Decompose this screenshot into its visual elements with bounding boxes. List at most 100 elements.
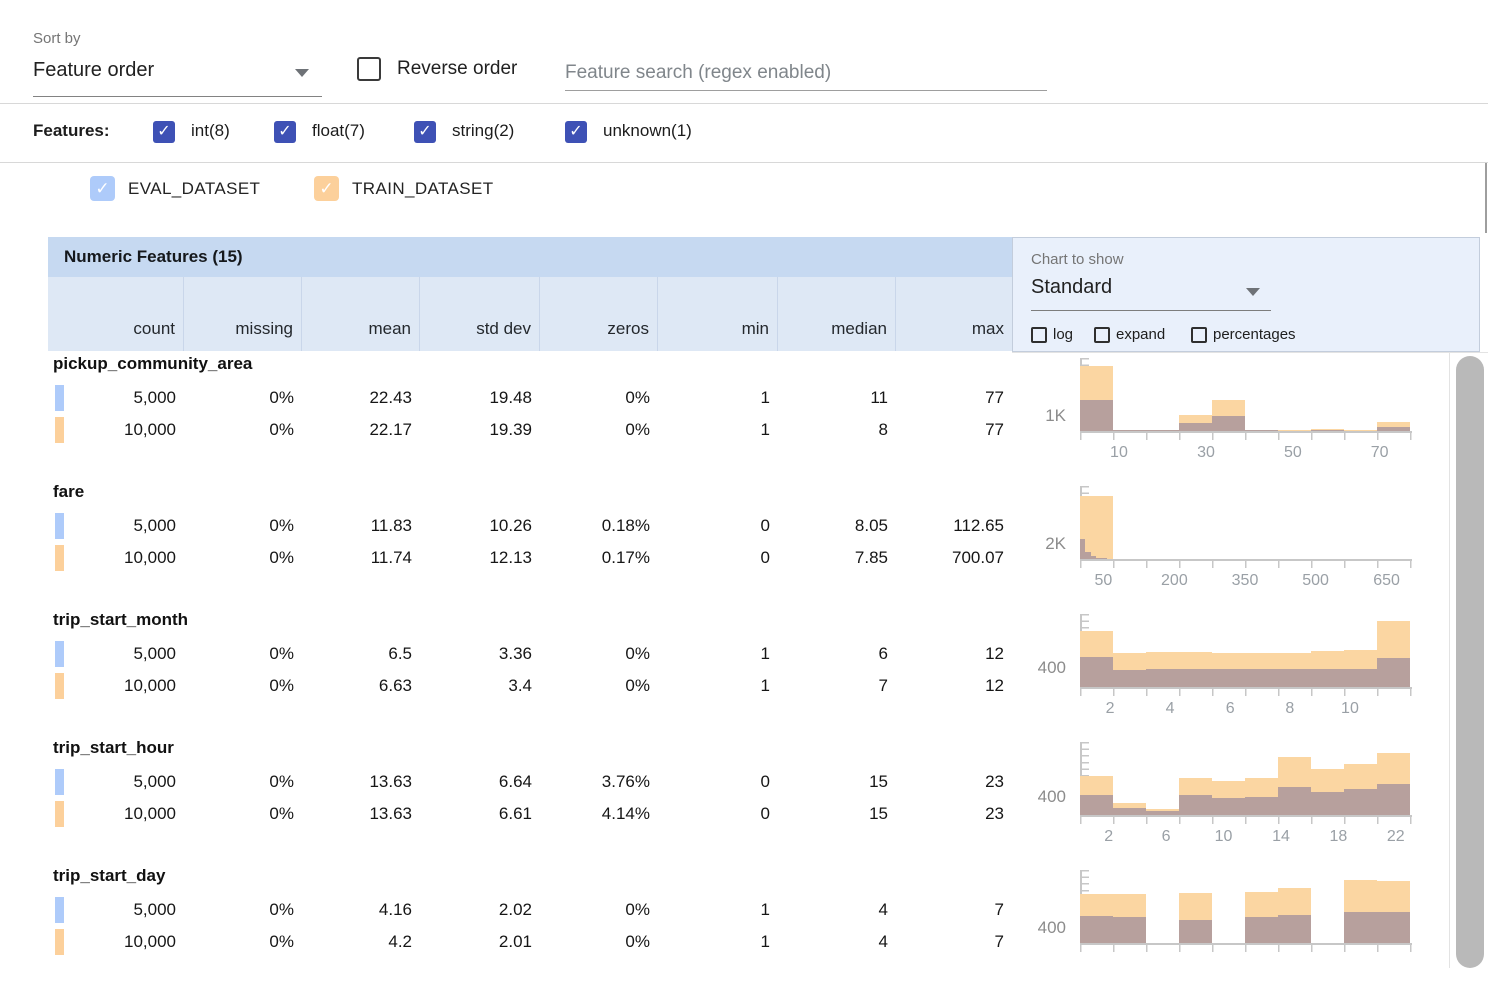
stat-median: 15 bbox=[778, 766, 896, 798]
x-axis bbox=[1080, 815, 1412, 824]
stat-zeros: 0.18% bbox=[540, 510, 658, 542]
stat-missing: 0% bbox=[184, 926, 302, 958]
stat-std-dev: 19.48 bbox=[420, 382, 540, 414]
stat-count: 10,000 bbox=[48, 542, 184, 574]
histogram-bar-eval_dataset bbox=[1311, 792, 1344, 815]
histogram-bar-eval_dataset bbox=[1113, 917, 1146, 943]
histogram-bar-eval_dataset bbox=[1377, 784, 1410, 815]
x-tick-label: 50 bbox=[1095, 572, 1113, 590]
x-tick-label: 50 bbox=[1284, 444, 1302, 462]
stat-max: 23 bbox=[896, 766, 1012, 798]
stat-count: 10,000 bbox=[48, 670, 184, 702]
stat-missing: 0% bbox=[184, 414, 302, 446]
scrollbar-thumb[interactable] bbox=[1456, 356, 1484, 968]
stat-max: 77 bbox=[896, 382, 1012, 414]
stat-zeros: 0% bbox=[540, 670, 658, 702]
histogram-bar-eval_dataset bbox=[1212, 416, 1245, 431]
x-tick-label: 14 bbox=[1272, 828, 1290, 846]
x-tick-label: 2 bbox=[1104, 828, 1113, 846]
stat-zeros: 0% bbox=[540, 926, 658, 958]
y-axis-label: 400 bbox=[1012, 787, 1066, 807]
histogram-bar-eval_dataset bbox=[1344, 789, 1377, 815]
histogram-bar-eval_dataset bbox=[1278, 915, 1311, 943]
stat-min: 0 bbox=[658, 766, 778, 798]
histogram-plot bbox=[1080, 742, 1410, 815]
x-tick-label: 650 bbox=[1373, 572, 1400, 590]
stat-max: 7 bbox=[896, 894, 1012, 926]
stat-max: 12 bbox=[896, 670, 1012, 702]
stat-median: 7 bbox=[778, 670, 896, 702]
histogram-bar-eval_dataset bbox=[1113, 808, 1146, 815]
stat-min: 1 bbox=[658, 414, 778, 446]
x-tick-label: 18 bbox=[1329, 828, 1347, 846]
histogram-bar-eval_dataset bbox=[1377, 658, 1410, 687]
stat-std-dev: 10.26 bbox=[420, 510, 540, 542]
x-tick-label: 2 bbox=[1106, 700, 1115, 718]
histogram-bar-eval_dataset bbox=[1080, 657, 1113, 687]
page-scrollbar-fragment bbox=[1485, 163, 1487, 233]
x-tick-label: 350 bbox=[1232, 572, 1259, 590]
histogram-plot bbox=[1080, 486, 1410, 559]
stat-min: 1 bbox=[658, 670, 778, 702]
stat-missing: 0% bbox=[184, 510, 302, 542]
stat-missing: 0% bbox=[184, 542, 302, 574]
x-tick-label: 10 bbox=[1110, 444, 1128, 462]
stat-median: 8 bbox=[778, 414, 896, 446]
train-dataset-chip bbox=[55, 929, 64, 955]
stat-missing: 0% bbox=[184, 766, 302, 798]
train-dataset-chip bbox=[55, 801, 64, 827]
stat-min: 1 bbox=[658, 382, 778, 414]
stat-std-dev: 2.01 bbox=[420, 926, 540, 958]
histogram-bar-eval_dataset bbox=[1113, 670, 1146, 687]
eval-dataset-chip bbox=[55, 769, 64, 795]
stat-min: 0 bbox=[658, 542, 778, 574]
feature-name: pickup_community_area bbox=[53, 354, 252, 374]
stat-mean: 6.5 bbox=[302, 638, 420, 670]
stat-min: 0 bbox=[658, 510, 778, 542]
histogram-bar-eval_dataset bbox=[1080, 795, 1113, 815]
stat-count: 5,000 bbox=[48, 510, 184, 542]
feature-name: trip_start_day bbox=[53, 866, 165, 886]
stat-missing: 0% bbox=[184, 894, 302, 926]
stat-count: 5,000 bbox=[48, 638, 184, 670]
feature-name: trip_start_month bbox=[53, 610, 188, 630]
stat-mean: 11.74 bbox=[302, 542, 420, 574]
histogram-bar-eval_dataset bbox=[1179, 795, 1212, 815]
stat-count: 5,000 bbox=[48, 382, 184, 414]
x-axis bbox=[1080, 687, 1412, 696]
stat-mean: 11.83 bbox=[302, 510, 420, 542]
histogram-bar-eval_dataset bbox=[1179, 920, 1212, 943]
stat-zeros: 0% bbox=[540, 894, 658, 926]
stat-std-dev: 6.64 bbox=[420, 766, 540, 798]
histogram-bar-eval_dataset bbox=[1179, 423, 1212, 431]
x-axis bbox=[1080, 943, 1412, 952]
x-tick-label: 30 bbox=[1197, 444, 1215, 462]
x-tick-label: 10 bbox=[1215, 828, 1233, 846]
stat-zeros: 0% bbox=[540, 414, 658, 446]
stat-std-dev: 19.39 bbox=[420, 414, 540, 446]
stat-missing: 0% bbox=[184, 382, 302, 414]
eval-dataset-chip bbox=[55, 641, 64, 667]
histogram-bar-eval_dataset bbox=[1212, 798, 1245, 815]
stat-std-dev: 12.13 bbox=[420, 542, 540, 574]
histogram-bar-eval_dataset bbox=[1146, 669, 1179, 687]
stat-max: 700.07 bbox=[896, 542, 1012, 574]
stat-max: 12 bbox=[896, 638, 1012, 670]
histogram-bar-eval_dataset bbox=[1080, 916, 1113, 943]
histogram-bar-eval_dataset bbox=[1344, 669, 1377, 687]
stat-median: 4 bbox=[778, 894, 896, 926]
x-axis bbox=[1080, 559, 1412, 568]
